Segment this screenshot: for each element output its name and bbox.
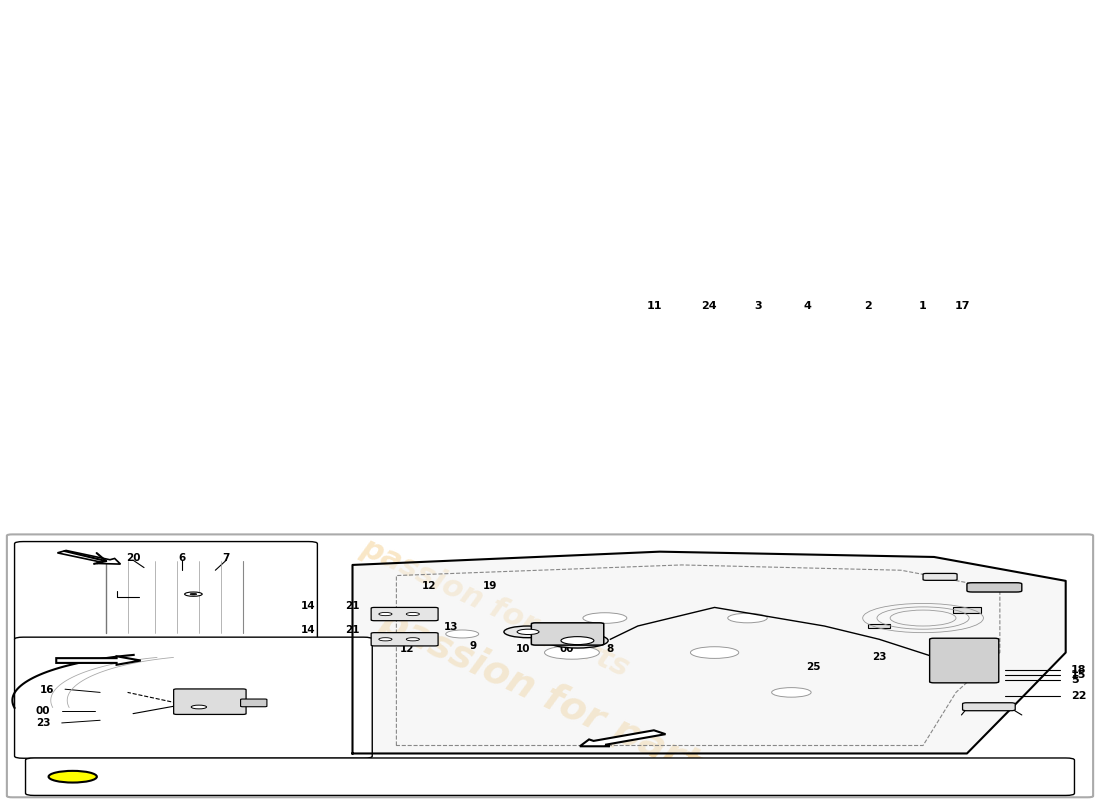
Bar	[954, 607, 981, 613]
Text: passion for parts: passion for parts	[356, 533, 634, 682]
Bar	[192, 698, 217, 702]
Text: 9: 9	[470, 641, 476, 651]
Text: 00: 00	[36, 706, 51, 716]
Text: 6: 6	[179, 554, 186, 563]
Text: 13: 13	[444, 622, 459, 632]
Text: 19: 19	[483, 581, 497, 591]
FancyBboxPatch shape	[531, 623, 604, 645]
Circle shape	[517, 629, 539, 634]
FancyBboxPatch shape	[7, 534, 1093, 798]
FancyBboxPatch shape	[14, 542, 318, 642]
Text: 5: 5	[1071, 675, 1079, 686]
Text: 23: 23	[36, 718, 51, 728]
Circle shape	[691, 646, 739, 658]
Text: 11: 11	[647, 301, 662, 311]
Text: 15: 15	[1071, 670, 1087, 680]
FancyArrow shape	[56, 656, 141, 665]
FancyBboxPatch shape	[174, 689, 246, 714]
Circle shape	[504, 626, 552, 638]
Text: 16: 16	[41, 685, 55, 694]
FancyBboxPatch shape	[371, 607, 438, 621]
FancyArrow shape	[57, 550, 121, 564]
Text: 1: 1	[920, 301, 927, 311]
Circle shape	[446, 630, 478, 638]
Circle shape	[547, 633, 608, 648]
Circle shape	[406, 613, 419, 616]
Bar	[950, 674, 972, 678]
Text: 8: 8	[607, 643, 614, 654]
Bar	[868, 624, 890, 628]
Text: 17: 17	[955, 301, 970, 311]
Circle shape	[561, 637, 594, 645]
Text: 20: 20	[125, 554, 141, 563]
Text: 4: 4	[804, 301, 812, 311]
Text: 14: 14	[301, 601, 316, 611]
Text: Vetture non interessate dalla modifica / Vehicles not involved in the modificati: Vetture non interessate dalla modifica /…	[106, 762, 524, 772]
Text: 14: 14	[301, 625, 316, 635]
Text: 24: 24	[702, 301, 717, 311]
Text: 21: 21	[345, 625, 360, 635]
Circle shape	[771, 688, 811, 697]
Text: 00: 00	[559, 643, 574, 654]
FancyBboxPatch shape	[371, 633, 438, 646]
Text: 25: 25	[806, 662, 821, 672]
Bar	[139, 586, 183, 592]
FancyBboxPatch shape	[930, 638, 999, 683]
Circle shape	[378, 638, 392, 641]
Text: 18: 18	[1071, 665, 1087, 675]
FancyBboxPatch shape	[241, 699, 267, 706]
Text: 23: 23	[872, 651, 887, 662]
Circle shape	[48, 771, 97, 782]
Text: 10: 10	[515, 643, 530, 654]
Bar	[120, 587, 140, 590]
Text: 12: 12	[422, 581, 437, 591]
Bar	[561, 632, 583, 636]
Text: 3: 3	[755, 301, 762, 311]
FancyBboxPatch shape	[967, 582, 1022, 592]
FancyBboxPatch shape	[923, 574, 957, 580]
Text: A: A	[68, 770, 77, 783]
Text: 22: 22	[1071, 691, 1087, 702]
Text: 2: 2	[865, 301, 872, 311]
Text: 21: 21	[345, 601, 360, 611]
Circle shape	[190, 594, 197, 595]
Circle shape	[583, 613, 627, 623]
Circle shape	[544, 646, 600, 659]
Text: passion for parts: passion for parts	[373, 602, 727, 794]
Text: 7: 7	[222, 554, 230, 563]
FancyBboxPatch shape	[25, 758, 1075, 795]
Circle shape	[728, 614, 768, 623]
FancyArrow shape	[580, 730, 666, 746]
Circle shape	[378, 613, 392, 616]
Text: 103663, 103667, 103676, 103677, 103689, 103692, 103708, 103711, 103714, 103716, : 103663, 103667, 103676, 103677, 103689, …	[106, 773, 795, 782]
Bar	[948, 642, 976, 647]
Text: 12: 12	[400, 643, 415, 654]
FancyBboxPatch shape	[962, 702, 1015, 710]
Circle shape	[191, 705, 207, 709]
Circle shape	[406, 638, 419, 641]
Polygon shape	[352, 552, 1066, 754]
Text: Ass. Nr. 103227, 103289, 103525, 103553, 103596, 103600, 103609, 103612, 103613,: Ass. Nr. 103227, 103289, 103525, 103553,…	[106, 768, 798, 777]
FancyBboxPatch shape	[14, 637, 372, 758]
Circle shape	[185, 592, 202, 596]
